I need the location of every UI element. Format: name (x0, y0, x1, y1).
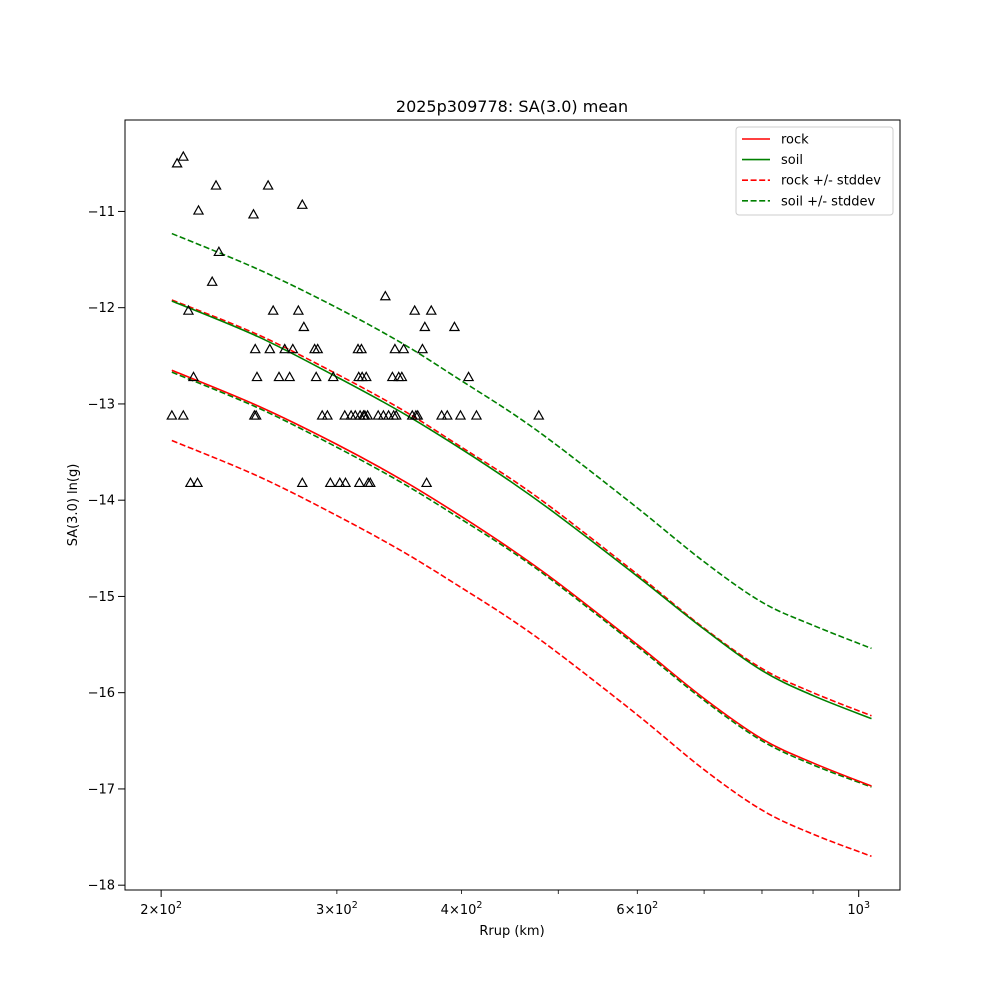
observation-point (213, 246, 225, 257)
observation-point (171, 157, 183, 168)
y-tick-label: −12 (88, 301, 115, 316)
y-axis: −11 −12 −13 −14 −15 −16 −17 −18 (88, 205, 125, 894)
observation-point (251, 371, 263, 382)
y-tick-label: −17 (88, 782, 115, 797)
series-line-soil-stddev-lower (171, 371, 872, 788)
observation-point (416, 343, 429, 354)
observation-point (412, 409, 424, 420)
observation-point (360, 371, 372, 382)
observation-point (355, 343, 368, 354)
x-axis-label: Rrup (km) (479, 924, 544, 939)
observation-point (283, 371, 296, 382)
observation-point (292, 304, 304, 315)
observation-point (177, 409, 189, 420)
chart-title: 2025p309778: SA(3.0) mean (396, 97, 628, 116)
observation-point (389, 343, 401, 354)
observation-point (361, 409, 374, 420)
observation-point (182, 304, 195, 315)
observation-points (166, 150, 545, 488)
observation-point (470, 409, 483, 420)
observation-point (310, 371, 322, 382)
series-line-rock (171, 369, 872, 787)
observation-point (273, 371, 285, 382)
observation-point (298, 321, 310, 332)
observation-point (250, 409, 262, 420)
observation-point (249, 343, 261, 354)
observation-point (448, 321, 461, 332)
observation-point (419, 321, 431, 332)
observation-point (321, 409, 334, 420)
y-axis-label: SA(3.0) ln(g) (66, 464, 81, 547)
observation-point (247, 208, 260, 219)
legend-box (735, 126, 894, 216)
y-tick-label: −13 (88, 397, 115, 412)
observation-point (533, 409, 545, 420)
observation-point (296, 477, 308, 488)
x-axis: 2×102 103 3×102 4×102 6×102 (140, 890, 870, 918)
observation-point (420, 477, 433, 488)
observation-point (435, 409, 448, 420)
x-tick-label: 103 (847, 900, 870, 918)
observation-point (386, 371, 399, 382)
legend-label-rock: rock (781, 133, 809, 148)
observation-point (462, 371, 475, 382)
legend-label-rock-stddev: rock +/- stddev (781, 174, 881, 189)
observation-point (279, 343, 291, 354)
y-tick-label: −16 (88, 686, 115, 701)
x-tick-label: 2×102 (140, 900, 182, 918)
observation-point (454, 409, 467, 420)
observation-point (177, 150, 189, 161)
observation-point (339, 477, 352, 488)
y-tick-label: −18 (88, 879, 115, 894)
y-tick-label: −14 (88, 494, 115, 509)
plot-curves (171, 232, 872, 858)
observation-point (210, 179, 222, 190)
observation-point (379, 290, 391, 301)
observation-point (339, 409, 351, 420)
observation-point (324, 477, 336, 488)
observation-point (296, 198, 308, 209)
observation-point (396, 371, 408, 382)
observation-point (312, 343, 324, 354)
observation-point (364, 477, 376, 488)
observation-point (192, 204, 205, 215)
series-line-soil (171, 300, 872, 720)
observation-point (262, 179, 274, 190)
plot-frame (124, 119, 901, 891)
legend-label-soil: soil (781, 153, 803, 168)
x-tick-label: 3×102 (316, 900, 358, 918)
observation-point (184, 477, 197, 488)
y-tick-label: −11 (88, 205, 115, 220)
observation-point (353, 477, 366, 488)
series-line-rock-stddev (171, 299, 872, 717)
observation-point (390, 409, 402, 420)
series-line-soil-stddev (171, 232, 872, 650)
observation-point (425, 304, 437, 315)
observation-point (206, 275, 218, 286)
observation-point (264, 343, 276, 354)
x-tick-label: 6×102 (616, 900, 658, 918)
legend: rock soil rock +/- stddev soil +/- stddev (735, 126, 894, 216)
series-line-rock-stddev-lower (171, 439, 872, 858)
observation-point (267, 304, 279, 315)
observation-point (187, 371, 200, 382)
observation-point (166, 409, 178, 420)
legend-label-soil-stddev: soil +/- stddev (781, 194, 876, 209)
observation-point (327, 371, 339, 382)
observation-point (398, 343, 410, 354)
x-tick-label: 4×102 (441, 900, 483, 918)
observation-point (287, 343, 299, 354)
observation-point (409, 304, 421, 315)
observation-point (441, 409, 453, 420)
y-tick-label: −15 (88, 590, 115, 605)
observation-point (334, 477, 346, 488)
observation-point (191, 477, 204, 488)
